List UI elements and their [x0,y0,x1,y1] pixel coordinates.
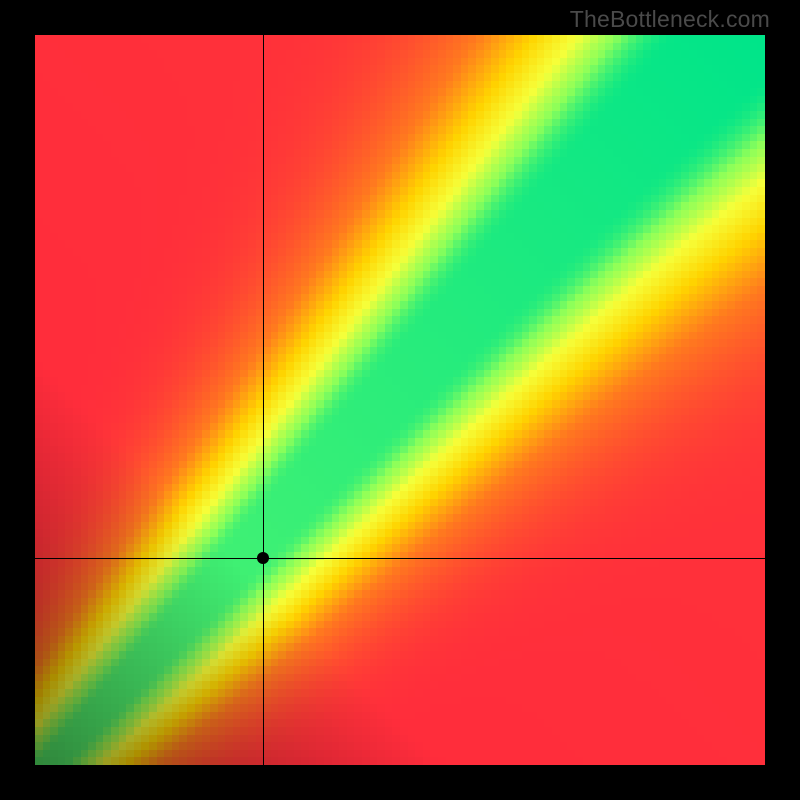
crosshair-vertical [263,35,264,765]
heatmap-plot [35,35,765,765]
watermark-text: TheBottleneck.com [570,6,770,33]
crosshair-marker [257,552,269,564]
heatmap-canvas [35,35,765,765]
crosshair-horizontal [35,558,765,559]
